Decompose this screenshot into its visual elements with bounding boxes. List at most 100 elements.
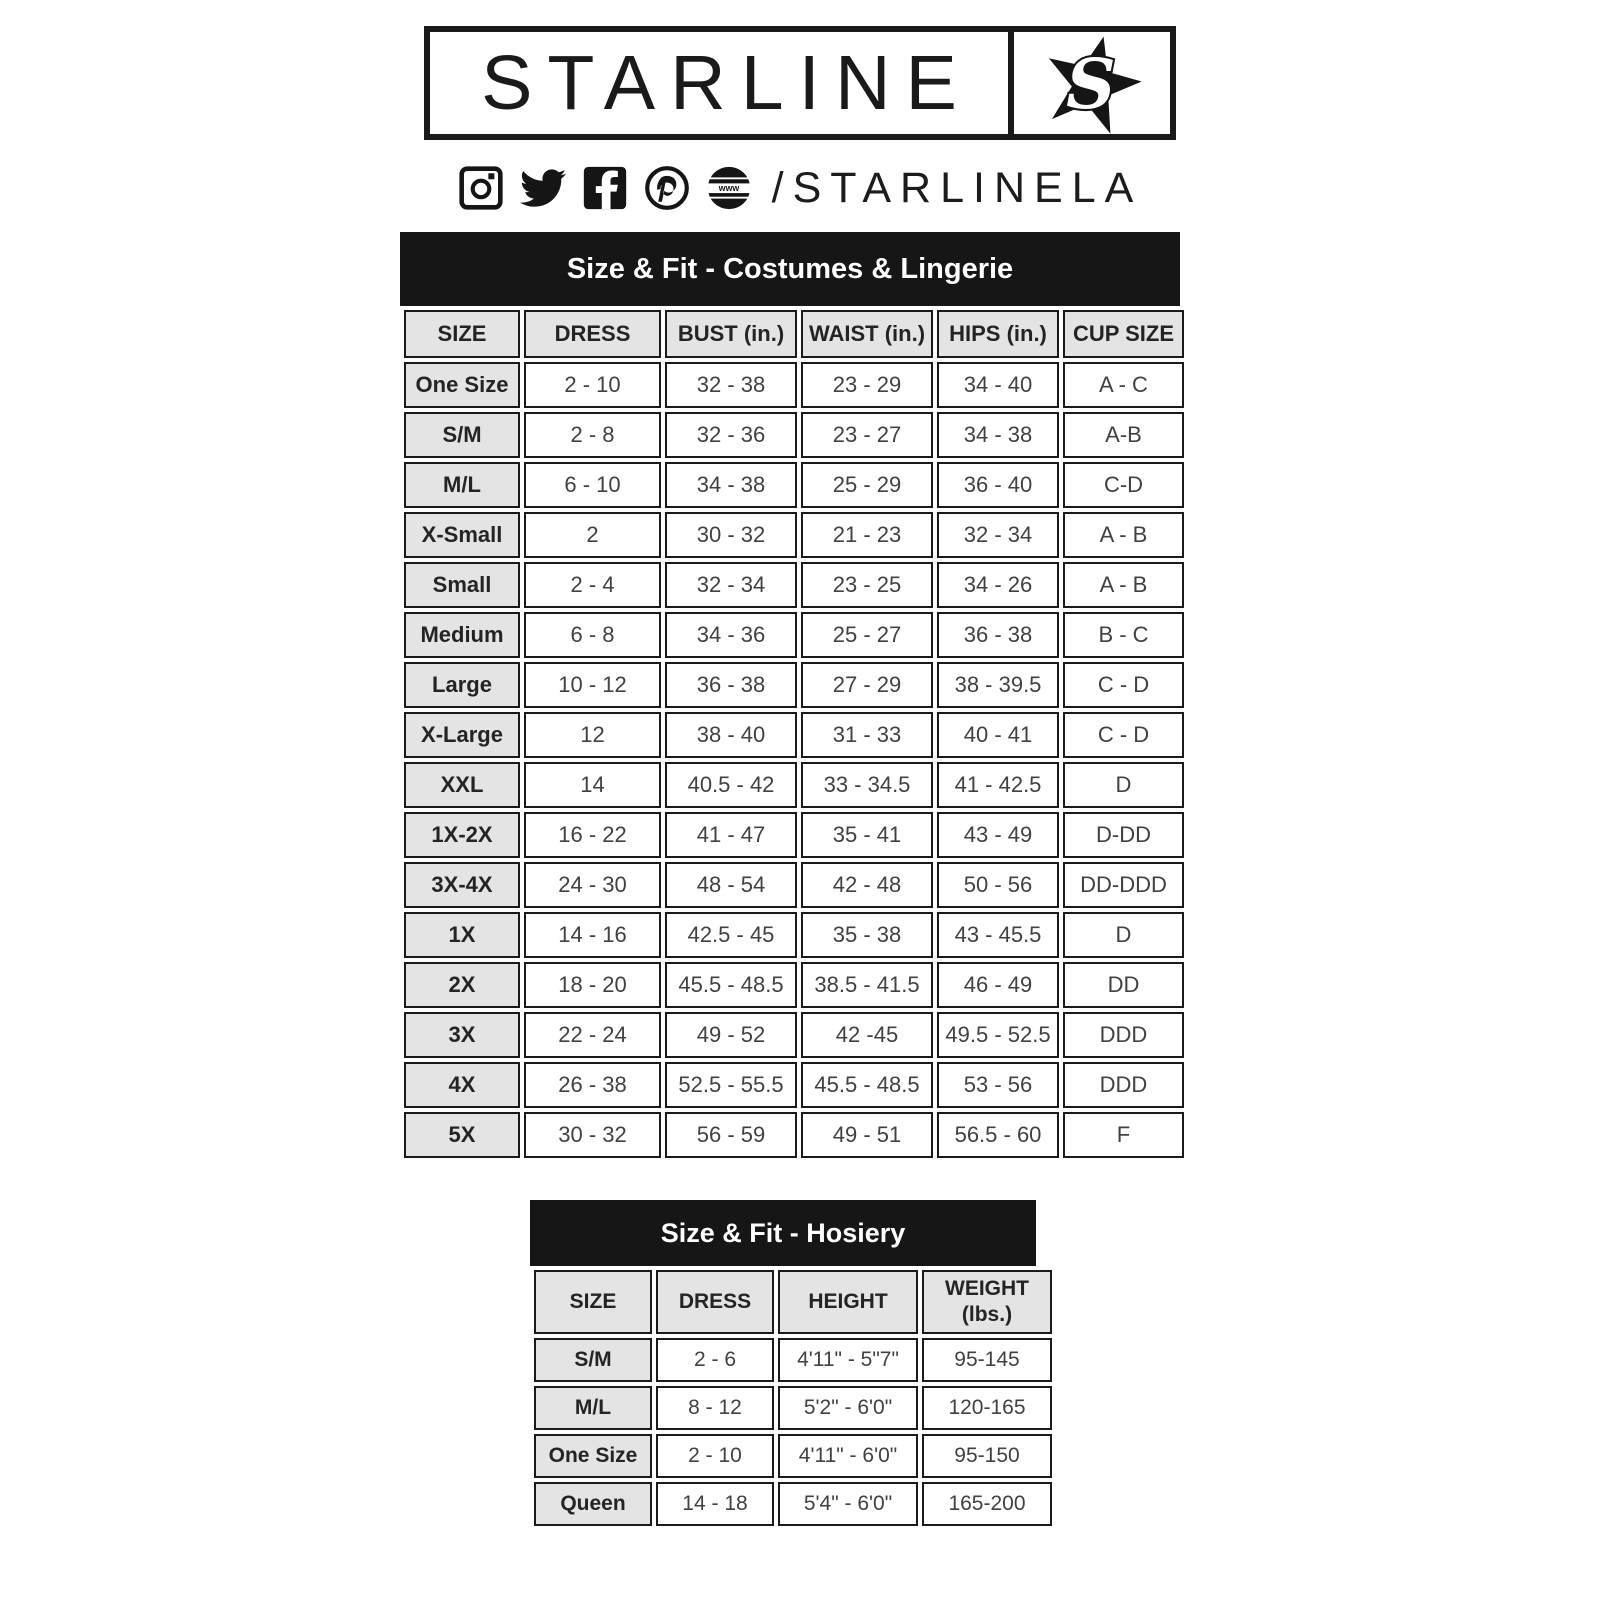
value-cell: F (1063, 1112, 1184, 1158)
value-cell: 34 - 40 (937, 362, 1059, 408)
value-cell: 38 - 39.5 (937, 662, 1059, 708)
costumes-lingerie-table: Size & Fit - Costumes & Lingerie SIZE DRE… (400, 232, 1184, 1162)
value-cell: 4'11" - 5"7" (778, 1338, 918, 1382)
value-cell: 40 - 41 (937, 712, 1059, 758)
value-cell: 8 - 12 (656, 1386, 774, 1430)
column-header: DRESS (656, 1270, 774, 1334)
value-cell: 14 (524, 762, 661, 808)
size-cell: S/M (534, 1338, 652, 1382)
value-cell: 46 - 49 (937, 962, 1059, 1008)
column-header: WAIST (in.) (801, 310, 933, 358)
value-cell: C-D (1063, 462, 1184, 508)
value-cell: 5'4" - 6'0" (778, 1482, 918, 1526)
value-cell: 31 - 33 (801, 712, 933, 758)
table-row: 2X 18 - 20 45.5 - 48.5 38.5 - 41.5 46 - 49 DD (404, 962, 1184, 1008)
column-header: HEIGHT (778, 1270, 918, 1334)
value-cell: D (1063, 762, 1184, 808)
value-cell: 16 - 22 (524, 812, 661, 858)
value-cell: DDD (1063, 1012, 1184, 1058)
value-cell: 34 - 26 (937, 562, 1059, 608)
value-cell: 42 -45 (801, 1012, 933, 1058)
value-cell: 43 - 45.5 (937, 912, 1059, 958)
column-header: BUST (in.) (665, 310, 797, 358)
costumes-size-table: SIZE DRESS BUST (in.) WAIST (in.) HIPS (in.)… (400, 306, 1188, 1162)
value-cell: 14 - 18 (656, 1482, 774, 1526)
size-cell: X-Large (404, 712, 520, 758)
value-cell: 49.5 - 52.5 (937, 1012, 1059, 1058)
value-cell: 36 - 38 (665, 662, 797, 708)
value-cell: 6 - 10 (524, 462, 661, 508)
social-handle: /STARLINELA (771, 163, 1143, 212)
table-row: Small 2 - 4 32 - 34 23 - 25 34 - 26 A - B (404, 562, 1184, 608)
hosiery-size-table: SIZE DRESS HEIGHT WEIGHT (lbs.) S/M 2 - 6 4'11… (530, 1266, 1056, 1530)
value-cell: 2 (524, 512, 661, 558)
value-cell: 32 - 34 (937, 512, 1059, 558)
table-row: 3X-4X 24 - 30 48 - 54 42 - 48 50 - 56 DD-DDD (404, 862, 1184, 908)
size-cell: 2X (404, 962, 520, 1008)
value-cell: 36 - 38 (937, 612, 1059, 658)
www-label: www (717, 183, 739, 193)
size-cell: S/M (404, 412, 520, 458)
hosiery-table: Size & Fit - Hosiery SIZE DRESS HEIGHT WEIG… (530, 1200, 1052, 1530)
value-cell: 34 - 38 (665, 462, 797, 508)
column-header: SIZE (534, 1270, 652, 1334)
value-cell: C - D (1063, 662, 1184, 708)
value-cell: 32 - 38 (665, 362, 797, 408)
value-cell: 42 - 48 (801, 862, 933, 908)
value-cell: 38 - 40 (665, 712, 797, 758)
table-row: 4X 26 - 38 52.5 - 55.5 45.5 - 48.5 53 - 56 DD… (404, 1062, 1184, 1108)
value-cell: 41 - 42.5 (937, 762, 1059, 808)
size-cell: M/L (534, 1386, 652, 1430)
value-cell: A-B (1063, 412, 1184, 458)
table-row: 3X 22 - 24 49 - 52 42 -45 49.5 - 52.5 DDD (404, 1012, 1184, 1058)
value-cell: 6 - 8 (524, 612, 661, 658)
value-cell: B - C (1063, 612, 1184, 658)
logo-star-section: S (1008, 32, 1170, 134)
costumes-table-title: Size & Fit - Costumes & Lingerie (400, 232, 1180, 306)
value-cell: D-DD (1063, 812, 1184, 858)
value-cell: 2 - 8 (524, 412, 661, 458)
table-row: 1X 14 - 16 42.5 - 45 35 - 38 43 - 45.5 D (404, 912, 1184, 958)
value-cell: 30 - 32 (665, 512, 797, 558)
value-cell: DDD (1063, 1062, 1184, 1108)
value-cell: 10 - 12 (524, 662, 661, 708)
value-cell: A - B (1063, 562, 1184, 608)
value-cell: 48 - 54 (665, 862, 797, 908)
value-cell: 50 - 56 (937, 862, 1059, 908)
table-row: One Size 2 - 10 32 - 38 23 - 29 34 - 40 A - C (404, 362, 1184, 408)
value-cell: 5'2" - 6'0" (778, 1386, 918, 1430)
value-cell: 34 - 36 (665, 612, 797, 658)
value-cell: 40.5 - 42 (665, 762, 797, 808)
table-row: X-Small 2 30 - 32 21 - 23 32 - 34 A - B (404, 512, 1184, 558)
value-cell: A - C (1063, 362, 1184, 408)
value-cell: 25 - 29 (801, 462, 933, 508)
star-letter-s: S (1066, 45, 1116, 125)
table-row: M/L 8 - 12 5'2" - 6'0" 120-165 (534, 1386, 1052, 1430)
table-row: Large 10 - 12 36 - 38 27 - 29 38 - 39.5 C - D (404, 662, 1184, 708)
starline-star-icon: S (1048, 36, 1142, 134)
value-cell: 42.5 - 45 (665, 912, 797, 958)
social-row: www /STARLINELA (0, 162, 1600, 214)
value-cell: 22 - 24 (524, 1012, 661, 1058)
value-cell: DD-DDD (1063, 862, 1184, 908)
twitter-icon (519, 165, 566, 211)
logo-text-section: STARLINE (430, 32, 1008, 134)
value-cell: 95-150 (922, 1434, 1052, 1478)
brand-name: STARLINE (481, 39, 972, 126)
value-cell: 12 (524, 712, 661, 758)
value-cell: 95-145 (922, 1338, 1052, 1382)
size-cell: X-Small (404, 512, 520, 558)
size-cell: 1X-2X (404, 812, 520, 858)
size-cell: M/L (404, 462, 520, 508)
value-cell: 18 - 20 (524, 962, 661, 1008)
value-cell: 32 - 34 (665, 562, 797, 608)
pinterest-icon (644, 165, 690, 211)
value-cell: 35 - 41 (801, 812, 933, 858)
value-cell: 2 - 4 (524, 562, 661, 608)
size-cell: Small (404, 562, 520, 608)
value-cell: 14 - 16 (524, 912, 661, 958)
table-row: S/M 2 - 6 4'11" - 5"7" 95-145 (534, 1338, 1052, 1382)
size-cell: One Size (404, 362, 520, 408)
value-cell: 45.5 - 48.5 (665, 962, 797, 1008)
size-cell: Queen (534, 1482, 652, 1526)
